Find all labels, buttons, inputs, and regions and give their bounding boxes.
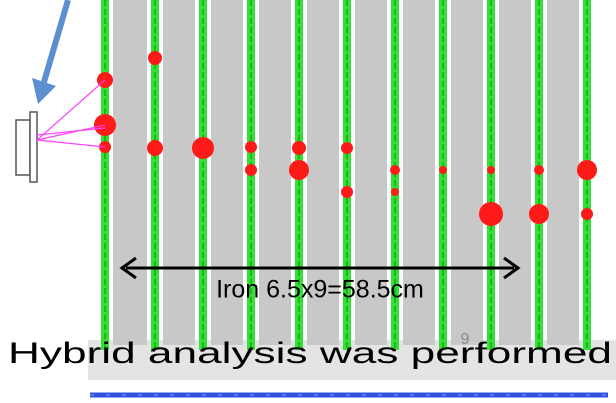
frame: [88, 340, 616, 380]
plate: [211, 0, 243, 345]
hit: [534, 165, 544, 175]
hit: [292, 141, 306, 155]
dimension-head: [503, 256, 521, 280]
plate: [499, 0, 531, 345]
hit: [529, 204, 549, 224]
plate: [113, 0, 147, 345]
detector: [15, 119, 31, 176]
plate: [259, 0, 291, 345]
caption: Hybrid analysis was performed: [8, 337, 612, 370]
ray: [36, 127, 106, 136]
plate: [163, 0, 195, 345]
page-number: 9: [461, 331, 470, 348]
ray: [36, 139, 106, 148]
hit: [245, 141, 257, 153]
ray: [36, 124, 106, 141]
dimension-label: Iron 6.5x9=58.5cm: [216, 276, 424, 304]
detector-plate: [29, 111, 38, 183]
hit: [390, 165, 400, 175]
iron-plates: [101, 0, 591, 350]
plate: [403, 0, 435, 345]
hit: [439, 166, 447, 174]
hit: [147, 140, 163, 156]
hit: [479, 202, 503, 226]
hit: [148, 51, 162, 65]
pointer-arrowhead: [32, 78, 56, 104]
plate: [547, 0, 579, 345]
plate: [307, 0, 339, 345]
hit: [192, 137, 214, 159]
hit: [487, 166, 495, 174]
hit: [577, 160, 597, 180]
hit: [581, 208, 593, 220]
hits: [94, 51, 597, 226]
plate: [355, 0, 387, 345]
ray: [36, 79, 106, 141]
hit: [245, 164, 257, 176]
hit: [391, 188, 399, 196]
hit: [341, 142, 353, 154]
hit: [289, 160, 309, 180]
plate: [451, 0, 483, 345]
dimension-head: [119, 256, 137, 280]
hit: [341, 186, 353, 198]
rays: [36, 79, 106, 148]
pointer-arrow: [41, 0, 71, 83]
